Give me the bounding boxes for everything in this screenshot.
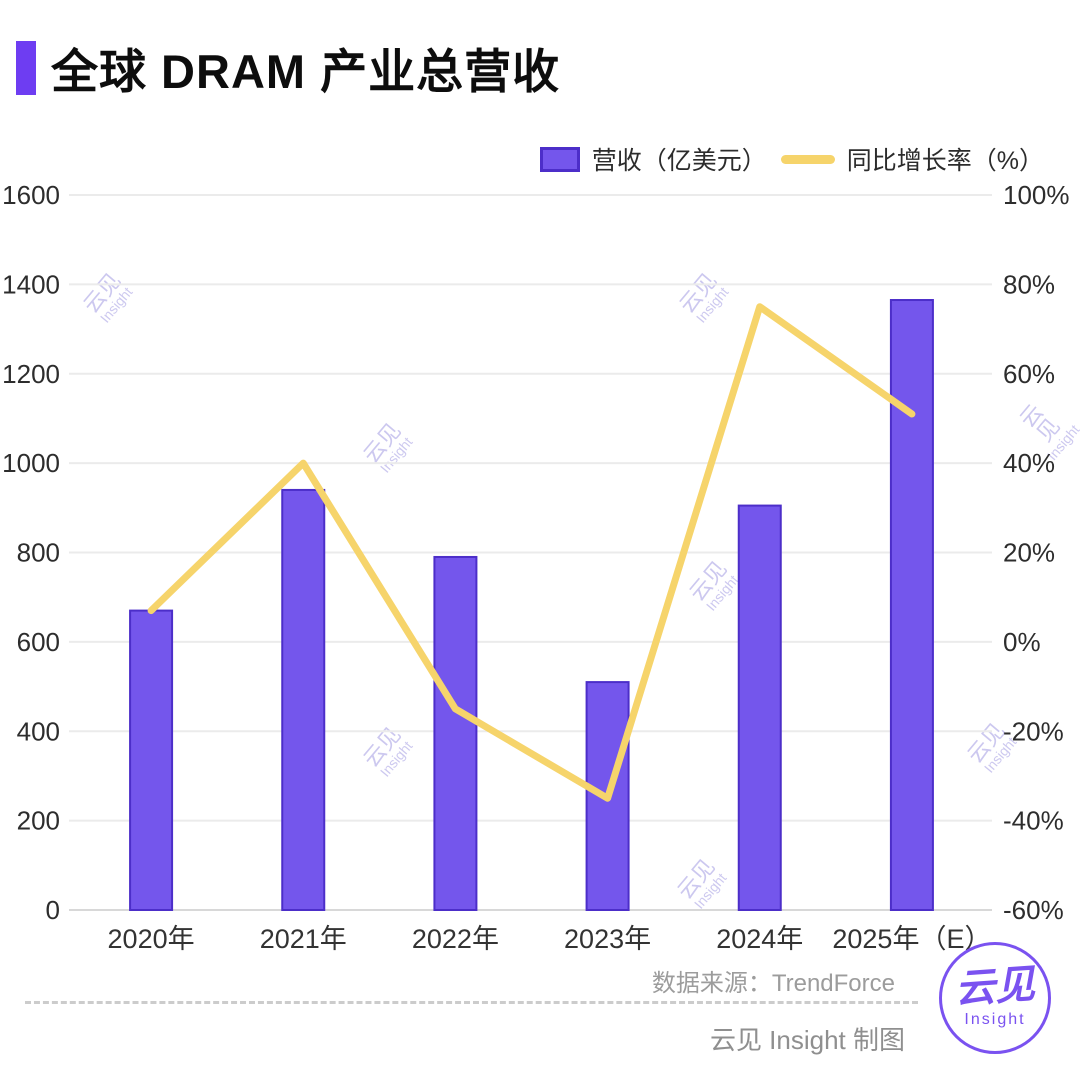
legend-item-revenue: 营收（亿美元） — [539, 141, 767, 177]
credit-text: 云见 Insight 制图 — [709, 1025, 905, 1055]
y-axis-tick-right: 0% — [1003, 627, 1041, 657]
page-title: 全球 DRAM 产业总营收 — [51, 45, 561, 98]
logo-cn-text: 云见 — [953, 962, 1037, 1012]
y-axis-tick-right: 100% — [1003, 180, 1070, 210]
x-axis-label: 2021年 — [260, 924, 347, 954]
y-axis-tick-left: 1000 — [2, 448, 60, 478]
x-axis-label: 2023年 — [564, 924, 651, 954]
revenue-bar — [129, 609, 174, 911]
y-axis-tick-left: 0 — [46, 895, 60, 925]
title-accent-bar — [16, 40, 36, 95]
y-axis-tick-right: 80% — [1003, 269, 1055, 299]
chart-legend: 营收（亿美元） 同比增长率（%） — [539, 141, 1044, 177]
y-axis-tick-left: 400 — [17, 716, 60, 746]
header: 全球 DRAM 产业总营收 — [16, 33, 560, 102]
x-axis-label: 2020年 — [108, 924, 195, 954]
y-axis-tick-left: 600 — [17, 627, 60, 657]
y-axis-tick-left: 200 — [17, 806, 60, 836]
logo-en-text: Insight — [964, 1011, 1026, 1028]
footer-divider — [25, 1001, 918, 1004]
legend-label-growth: 同比增长率（%） — [846, 147, 1044, 175]
revenue-bar — [281, 488, 326, 911]
legend-item-growth: 同比增长率（%） — [780, 141, 1044, 177]
legend-label-revenue: 营收（亿美元） — [591, 147, 767, 175]
bar-series-swatch — [539, 146, 580, 172]
x-axis-label: 2022年 — [412, 924, 499, 954]
y-axis-tick-left: 1200 — [2, 359, 60, 389]
revenue-bar — [889, 299, 934, 911]
y-axis-tick-right: 40% — [1003, 448, 1055, 478]
revenue-bar — [433, 555, 478, 911]
y-axis-tick-left: 800 — [17, 538, 60, 568]
growth-rate-line — [147, 303, 916, 802]
x-axis-label: 2024年 — [716, 924, 803, 954]
y-axis-tick-right: 60% — [1003, 359, 1055, 389]
y-axis-tick-right: 20% — [1003, 538, 1055, 568]
y-axis-tick-right: -60% — [1003, 895, 1064, 925]
y-axis-tick-left: 1600 — [2, 180, 60, 210]
data-source-text: 数据来源：TrendForce — [651, 970, 895, 997]
y-axis-tick-right: -20% — [1003, 716, 1064, 746]
x-axis-label: 2025年（E） — [832, 924, 991, 954]
y-axis-tick-left: 1400 — [2, 269, 60, 299]
revenue-bar — [737, 504, 782, 911]
line-series-swatch — [780, 154, 835, 164]
y-axis-tick-right: -40% — [1003, 806, 1064, 836]
brand-logo: 云见 Insight — [939, 942, 1051, 1054]
